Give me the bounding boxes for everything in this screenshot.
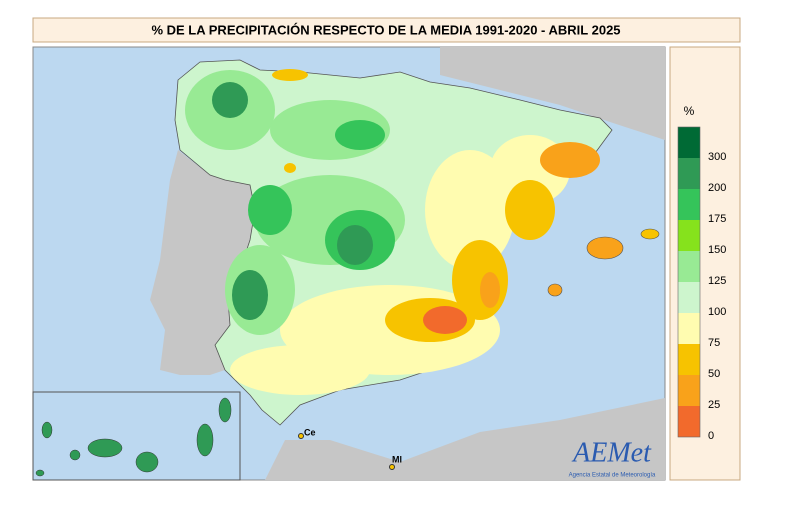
menorca [640, 228, 660, 240]
legend-unit: % [684, 104, 695, 118]
africa [265, 398, 665, 480]
title: % DE LA PRECIPITACIÓN RESPECTO DE LA MED… [151, 22, 620, 37]
legend-tick-label: 300 [708, 151, 726, 163]
melilla-marker [389, 464, 395, 470]
legend-tick-label: 175 [708, 213, 726, 225]
mallorca [586, 236, 624, 260]
legend-swatch [678, 220, 700, 251]
legend-tick-label: 150 [708, 244, 726, 256]
legend-swatch [678, 251, 700, 282]
legend-tick-label: 125 [708, 275, 726, 287]
logo: AEMet [571, 437, 652, 468]
legend-swatch [678, 375, 700, 406]
legend-tick-label: 0 [708, 430, 714, 442]
legend-swatch [678, 282, 700, 313]
ibiza [547, 283, 563, 297]
legend-swatch [678, 189, 700, 220]
legend-swatch [678, 158, 700, 189]
legend-tick-label: 25 [708, 399, 720, 411]
canary-islands [35, 397, 232, 477]
ceuta-marker [298, 433, 304, 439]
logo-subtitle: Agencia Estatal de Meteorología [569, 473, 656, 479]
place-label: Ml [392, 454, 402, 464]
legend-swatch [678, 344, 700, 375]
place-label: Ce [304, 427, 316, 437]
legend: 300 200 175 150 125 100 75 50 25 0 [677, 126, 726, 442]
legend-tick-label: 75 [708, 337, 720, 349]
title-bar [32, 17, 741, 43]
portugal [150, 150, 255, 375]
legend-swatch [678, 313, 700, 344]
legend-tick-label: 100 [708, 306, 726, 318]
spain [174, 59, 613, 426]
france [440, 47, 665, 140]
legend-swatch [678, 406, 700, 437]
legend-frame [677, 126, 701, 438]
legend-tick-label: 50 [708, 368, 720, 380]
legend-swatch [678, 127, 700, 158]
legend-tick-label: 200 [708, 182, 726, 194]
